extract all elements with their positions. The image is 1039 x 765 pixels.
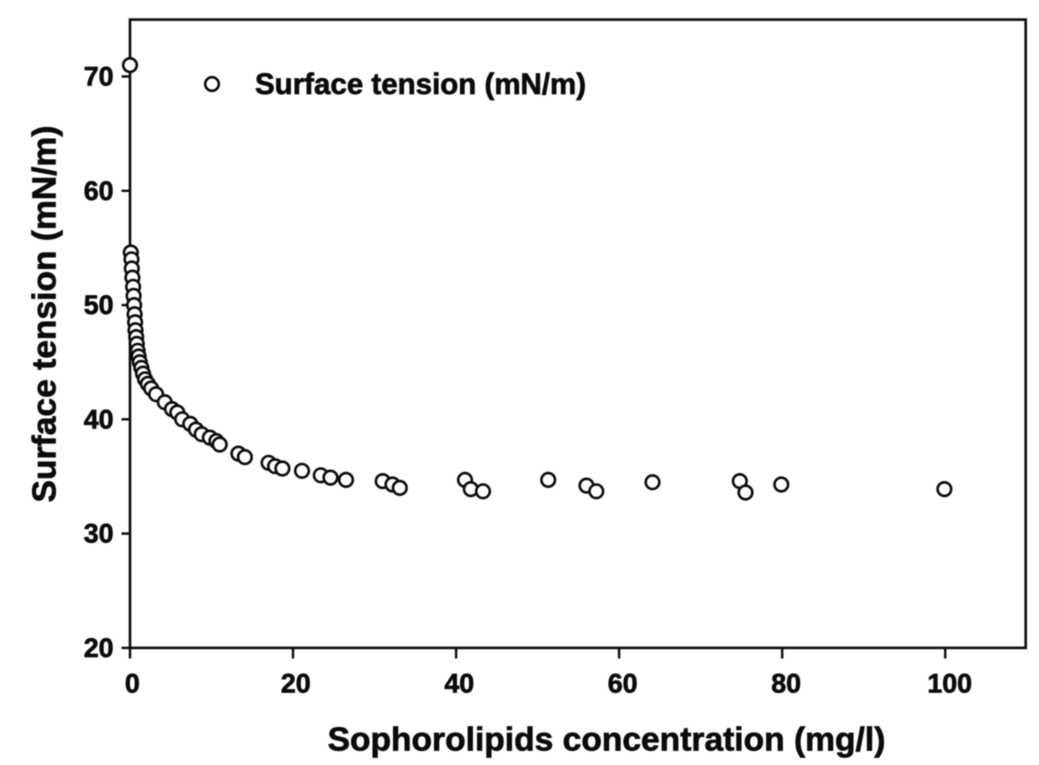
- svg-text:Surface tension (mN/m): Surface tension (mN/m): [27, 126, 64, 503]
- svg-text:40: 40: [444, 669, 474, 699]
- svg-text:70: 70: [84, 62, 114, 92]
- svg-text:100: 100: [927, 669, 972, 699]
- svg-text:40: 40: [84, 404, 114, 434]
- svg-text:Surface tension (mN/m): Surface tension (mN/m): [255, 68, 586, 101]
- svg-text:20: 20: [84, 633, 114, 663]
- svg-text:60: 60: [608, 669, 638, 699]
- svg-text:80: 80: [771, 669, 801, 699]
- svg-text:20: 20: [281, 669, 311, 699]
- svg-text:Sophorolipids concentration (m: Sophorolipids concentration (mg/l): [328, 722, 886, 759]
- svg-text:0: 0: [125, 669, 140, 699]
- svg-text:30: 30: [84, 519, 114, 549]
- svg-text:50: 50: [84, 290, 114, 320]
- svg-text:60: 60: [84, 176, 114, 206]
